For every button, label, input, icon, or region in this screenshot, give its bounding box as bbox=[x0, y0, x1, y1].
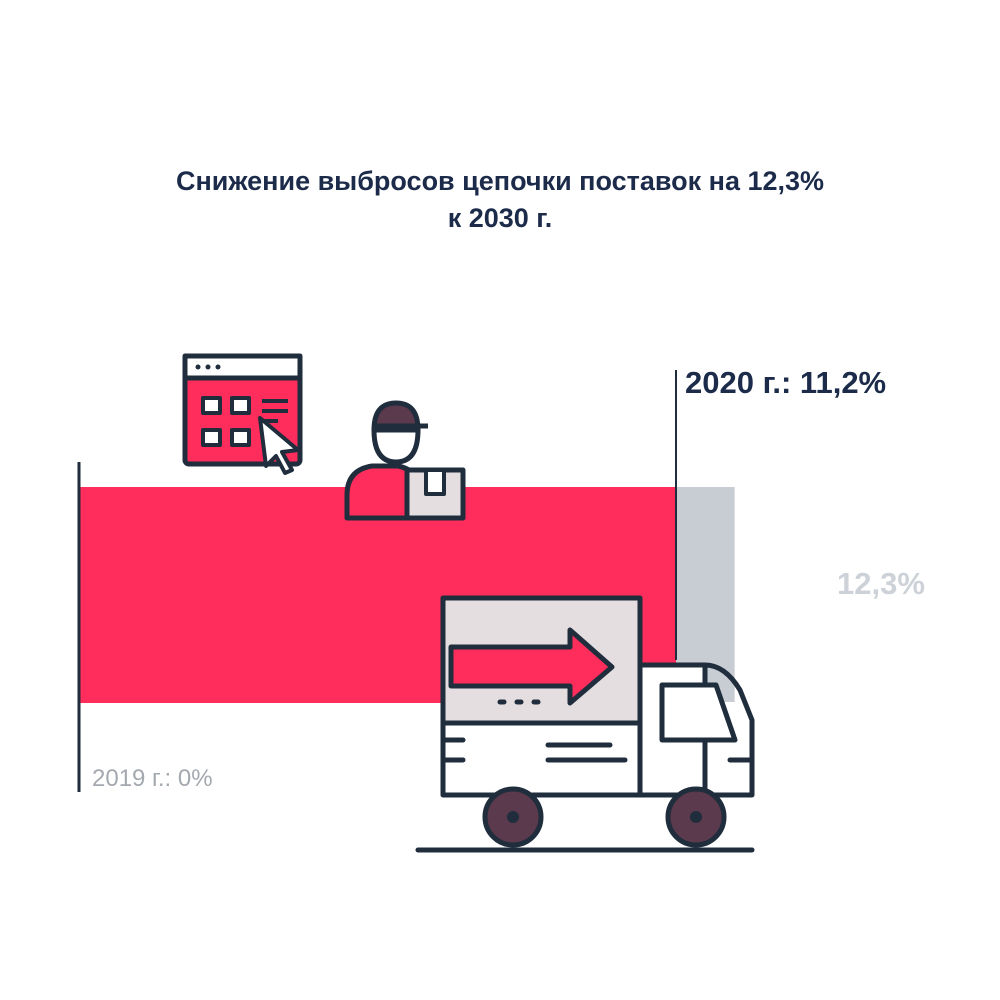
delivery-truck-icon bbox=[415, 595, 755, 853]
progress-2020-label: 2020 г.: 11,2% bbox=[685, 365, 887, 400]
chart-title-line-1: Снижение выбросов цепочки поставок на 12… bbox=[175, 166, 825, 196]
baseline-2019-label: 2019 г.: 0% bbox=[92, 765, 213, 792]
chart-title-line-2: к 2030 г. bbox=[447, 203, 553, 233]
browser-grid-icon bbox=[182, 353, 303, 475]
target-2030-label: 12,3% bbox=[837, 566, 925, 601]
chart-title: Снижение выбросов цепочки поставок на 12… bbox=[0, 163, 1000, 237]
courier-icon bbox=[344, 400, 466, 521]
